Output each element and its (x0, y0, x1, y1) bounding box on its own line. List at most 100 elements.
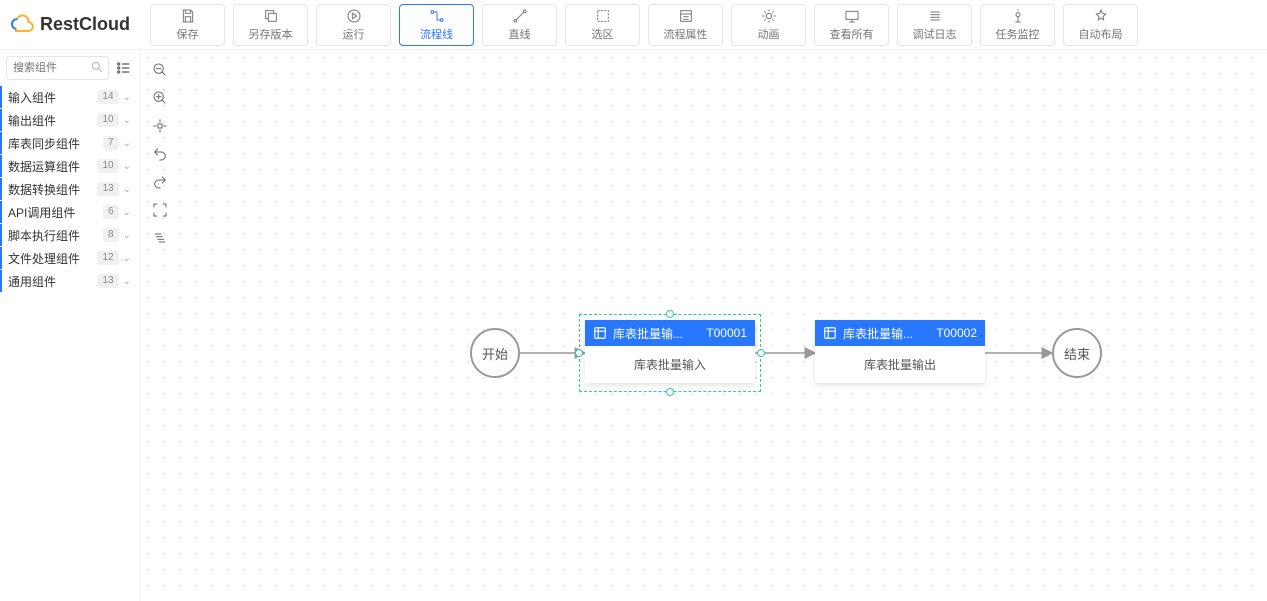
save_as-icon (263, 8, 279, 24)
selection-handle[interactable] (575, 349, 583, 357)
chevron-down-icon: ⌄ (123, 207, 131, 218)
node-header: 库表批量输... T00001 (585, 320, 755, 346)
flow-layer: 开始库表批量输...T00001库表批量输入库表批量输...T00002库表批量… (140, 50, 1267, 601)
category-name: 脚本执行组件 (8, 227, 103, 244)
cloud-icon (10, 13, 34, 37)
node-label: 结束 (1064, 344, 1090, 363)
run-icon (346, 8, 362, 24)
category-name: API调用组件 (8, 204, 103, 221)
table-icon (593, 326, 607, 340)
category-item[interactable]: API调用组件6 ⌄ (0, 201, 139, 223)
save-icon (180, 8, 196, 24)
category-item[interactable]: 通用组件13⌄ (0, 270, 139, 292)
category-count: 6 (103, 205, 119, 219)
category-count: 12 (97, 251, 118, 265)
toolbar-label: 直线 (509, 26, 531, 42)
selection-handle[interactable] (666, 310, 674, 318)
chevron-down-icon: ⌄ (123, 138, 131, 149)
category-count: 7 (103, 136, 119, 150)
toolbar-props-button[interactable]: 流程属性 (648, 4, 723, 46)
category-name: 输出组件 (8, 112, 97, 129)
category-count: 13 (97, 182, 118, 196)
toolbar-select-button[interactable]: 选区 (565, 4, 640, 46)
chevron-down-icon: ⌄ (123, 184, 131, 195)
end-node[interactable]: 结束 (1052, 328, 1102, 378)
toolbar-label: 调试日志 (913, 26, 957, 42)
chevron-down-icon: ⌄ (123, 253, 131, 264)
toolbar-label: 运行 (343, 26, 365, 42)
category-list: 输入组件14⌄输出组件10⌄库表同步组件7⌄数据运算组件10⌄数据转换组件13⌄… (0, 86, 139, 601)
search-icon (90, 60, 104, 77)
chevron-down-icon: ⌄ (123, 115, 131, 126)
toolbar-autolayout-button[interactable]: 自动布局 (1063, 4, 1138, 46)
chevron-down-icon: ⌄ (123, 276, 131, 287)
category-count: 8 (103, 228, 119, 242)
toolbar-label: 动画 (758, 26, 780, 42)
category-name: 库表同步组件 (8, 135, 103, 152)
node-code: T00002 (936, 326, 977, 340)
toolbar-label: 流程属性 (664, 26, 708, 42)
toolbar-save-button[interactable]: 保存 (150, 4, 225, 46)
canvas[interactable]: 开始库表批量输...T00001库表批量输入库表批量输...T00002库表批量… (140, 50, 1267, 601)
logo: RestCloud (10, 13, 130, 37)
node-title: 库表批量输... (843, 325, 913, 342)
node-body: 库表批量输出 (815, 346, 985, 383)
flow-node[interactable]: 库表批量输... T00002 库表批量输出 (815, 320, 985, 383)
props-icon (678, 8, 694, 24)
toolbar-label: 查看所有 (830, 26, 874, 42)
search-box (6, 56, 109, 80)
list-toggle-icon[interactable] (115, 59, 133, 77)
chevron-down-icon: ⌄ (123, 230, 131, 241)
category-item[interactable]: 输出组件10 ⌄ (0, 109, 139, 131)
category-count: 10 (97, 159, 118, 173)
category-count: 10 (97, 113, 118, 127)
node-label: 开始 (482, 344, 508, 363)
category-name: 输入组件 (8, 89, 97, 106)
toolbar-debug-button[interactable]: 调试日志 (897, 4, 972, 46)
node-body: 库表批量输入 (585, 346, 755, 383)
sidebar: 输入组件14⌄输出组件10⌄库表同步组件7⌄数据运算组件10⌄数据转换组件13⌄… (0, 50, 140, 601)
toolbar-flowline-button[interactable]: 流程线 (399, 4, 474, 46)
flowline-icon (429, 8, 445, 24)
category-item[interactable]: 数据转换组件13 ⌄ (0, 178, 139, 200)
category-count: 13 (97, 274, 118, 288)
viewall-icon (844, 8, 860, 24)
toolbar-run-button[interactable]: 运行 (316, 4, 391, 46)
toolbar-label: 选区 (592, 26, 614, 42)
monitor-icon (1010, 8, 1026, 24)
chevron-down-icon: ⌄ (123, 161, 131, 172)
toolbar: 保存 另存版本 运行 流程线直线 选区 流程属性 动画 查看所有 调试日志 任务监控 自动布局 (150, 4, 1138, 46)
flow-node[interactable]: 库表批量输... T00001 库表批量输入 (585, 320, 755, 383)
straight-icon (512, 8, 528, 24)
toolbar-label: 另存版本 (249, 26, 293, 42)
category-item[interactable]: 文件处理组件12 ⌄ (0, 247, 139, 269)
chevron-down-icon: ⌄ (123, 92, 131, 103)
category-name: 文件处理组件 (8, 250, 97, 267)
debug-icon (927, 8, 943, 24)
start-node[interactable]: 开始 (470, 328, 520, 378)
category-name: 数据运算组件 (8, 158, 97, 175)
header: RestCloud 保存 另存版本 运行 流程线直线 选区 流程属性 动画 查看所有 调试日志 任… (0, 0, 1267, 50)
select-icon (595, 8, 611, 24)
toolbar-label: 自动布局 (1079, 26, 1123, 42)
category-item[interactable]: 数据运算组件10 ⌄ (0, 155, 139, 177)
category-name: 数据转换组件 (8, 181, 97, 198)
toolbar-monitor-button[interactable]: 任务监控 (980, 4, 1055, 46)
autolayout-icon (1093, 8, 1109, 24)
selection-handle[interactable] (757, 349, 765, 357)
toolbar-anim-button[interactable]: 动画 (731, 4, 806, 46)
category-item[interactable]: 库表同步组件7 ⌄ (0, 132, 139, 154)
anim-icon (761, 8, 777, 24)
toolbar-label: 保存 (177, 26, 199, 42)
toolbar-save_as-button[interactable]: 另存版本 (233, 4, 308, 46)
category-count: 14 (97, 90, 118, 104)
category-item[interactable]: 脚本执行组件8 ⌄ (0, 224, 139, 246)
toolbar-viewall-button[interactable]: 查看所有 (814, 4, 889, 46)
brand-text: RestCloud (40, 14, 130, 35)
node-title: 库表批量输... (613, 325, 683, 342)
category-item[interactable]: 输入组件14 ⌄ (0, 86, 139, 108)
toolbar-straight-button[interactable]: 直线 (482, 4, 557, 46)
selection-handle[interactable] (666, 388, 674, 396)
toolbar-label: 任务监控 (996, 26, 1040, 42)
node-code: T00001 (706, 326, 747, 340)
